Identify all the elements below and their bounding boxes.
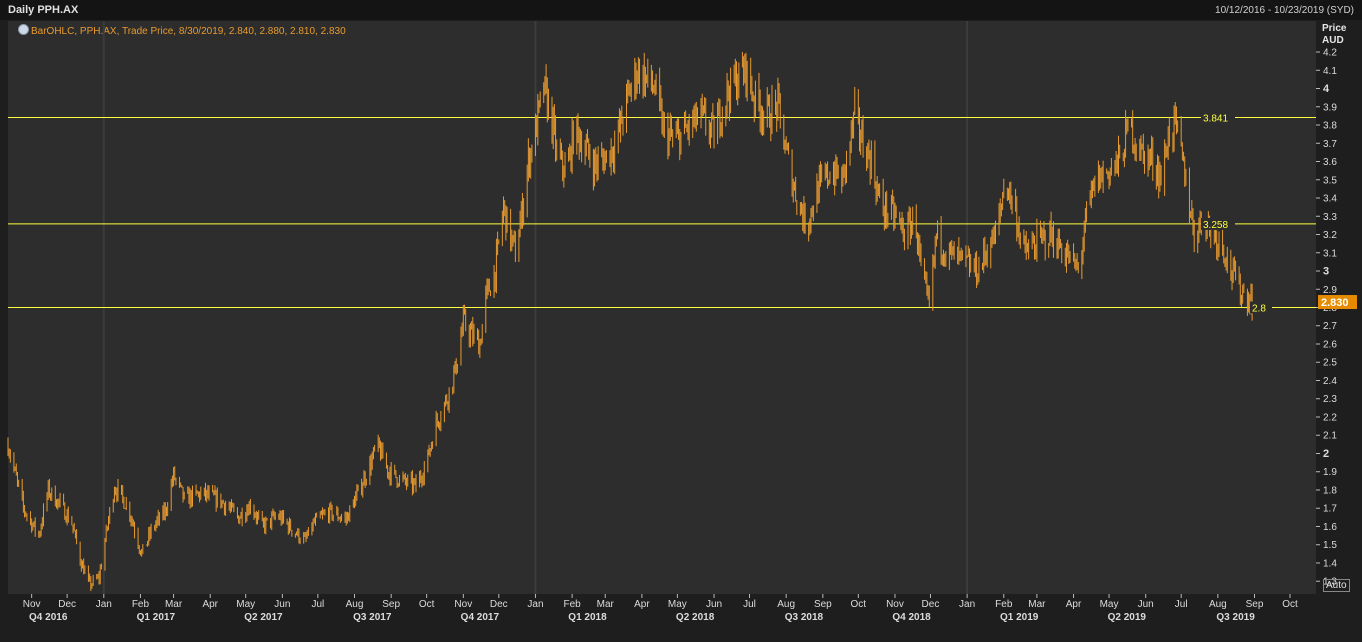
x-tick-label: Apr xyxy=(634,599,650,610)
x-tick-label: Aug xyxy=(777,599,795,610)
chart-header xyxy=(0,0,1362,20)
x-tick-label: Jan xyxy=(527,599,543,610)
quarter-label: Q4 2017 xyxy=(461,612,500,623)
y-tick-label: 2.2 xyxy=(1323,412,1337,423)
x-tick-label: Mar xyxy=(165,599,183,610)
quarter-label: Q2 2017 xyxy=(244,612,283,623)
last-price-marker xyxy=(1318,295,1357,310)
y-tick-label: 1.7 xyxy=(1323,504,1337,515)
x-tick-label: May xyxy=(668,599,687,610)
quarter-label: Q3 2019 xyxy=(1216,612,1255,623)
quarter-label: Q4 2016 xyxy=(29,612,68,623)
quarter-label: Q4 2018 xyxy=(892,612,931,623)
x-tick-label: Jul xyxy=(1175,599,1188,610)
y-tick-label: 2.1 xyxy=(1323,431,1337,442)
y-tick-label: 3.9 xyxy=(1323,102,1337,113)
x-tick-label: Jul xyxy=(743,599,756,610)
auto-scale-button[interactable]: Auto xyxy=(1323,579,1350,592)
reference-line-label: 3.258 xyxy=(1203,220,1228,231)
y-tick-label: 3.5 xyxy=(1323,175,1337,186)
y-tick-label: 3.7 xyxy=(1323,139,1337,150)
y-tick-label: 3.4 xyxy=(1323,194,1337,205)
y-tick-label: 1.5 xyxy=(1323,540,1337,551)
y-tick-label: 4 xyxy=(1323,83,1330,95)
x-tick-label: Sep xyxy=(382,599,400,610)
x-tick-label: Jun xyxy=(1138,599,1154,610)
y-axis-header: Price AUD xyxy=(1322,23,1346,47)
x-tick-label: Dec xyxy=(58,599,76,610)
x-tick-label: Jul xyxy=(311,599,324,610)
y-tick-label: 3.3 xyxy=(1323,212,1337,223)
x-tick-label: Jun xyxy=(706,599,722,610)
x-tick-label: May xyxy=(236,599,255,610)
x-tick-label: Dec xyxy=(922,599,940,610)
reference-label-bg xyxy=(1201,111,1235,124)
x-tick-label: Aug xyxy=(346,599,364,610)
x-tick-label: Nov xyxy=(454,599,472,610)
y-tick-label: 3 xyxy=(1323,266,1329,278)
y-tick-label: 1.8 xyxy=(1323,485,1337,496)
x-tick-label: Oct xyxy=(419,599,435,610)
legend-text: BarOHLC, PPH.AX, Trade Price, 8/30/2019,… xyxy=(31,26,346,37)
y-tick-label: 4.1 xyxy=(1323,66,1337,77)
series-legend[interactable]: BarOHLC, PPH.AX, Trade Price, 8/30/2019,… xyxy=(18,24,346,37)
x-tick-label: Oct xyxy=(851,599,867,610)
date-range: 10/12/2016 - 10/23/2019 (SYD) xyxy=(1215,5,1354,16)
y-axis-title: Price xyxy=(1322,23,1347,34)
x-tick-label: Mar xyxy=(597,599,615,610)
y-tick-label: 4.2 xyxy=(1323,48,1337,59)
quarter-label: Q1 2018 xyxy=(568,612,607,623)
y-tick-label: 2 xyxy=(1323,448,1329,460)
y-tick-label: 3.6 xyxy=(1323,157,1337,168)
quarter-label: Q3 2018 xyxy=(785,612,824,623)
reference-line-label: 2.8 xyxy=(1252,304,1266,315)
y-tick-label: 1.4 xyxy=(1323,558,1337,569)
y-tick-label: 1.9 xyxy=(1323,467,1337,478)
x-tick-label: Sep xyxy=(1246,599,1264,610)
x-tick-label: May xyxy=(1100,599,1119,610)
y-tick-label: 3.8 xyxy=(1323,121,1337,132)
y-tick-label: 2.5 xyxy=(1323,358,1337,369)
x-tick-label: Jun xyxy=(274,599,290,610)
y-tick-label: 2.4 xyxy=(1323,376,1337,387)
quarter-label: Q2 2019 xyxy=(1108,612,1147,623)
x-tick-label: Jan xyxy=(959,599,975,610)
x-tick-label: Feb xyxy=(132,599,150,610)
y-tick-label: 2.9 xyxy=(1323,285,1337,296)
x-tick-label: Feb xyxy=(995,599,1013,610)
reference-label-bg xyxy=(1250,301,1272,314)
x-tick-label: Jan xyxy=(96,599,112,610)
y-axis-unit: AUD xyxy=(1322,35,1344,46)
y-tick-label: 3.1 xyxy=(1323,248,1337,259)
quarter-label: Q1 2017 xyxy=(137,612,176,623)
x-tick-label: Aug xyxy=(1209,599,1227,610)
y-tick-label: 2.7 xyxy=(1323,321,1337,332)
last-price-label: 2.830 xyxy=(1321,297,1349,309)
x-tick-label: Feb xyxy=(564,599,582,610)
quarter-label: Q1 2019 xyxy=(1000,612,1039,623)
x-tick-label: Dec xyxy=(490,599,508,610)
y-tick-label: 1.6 xyxy=(1323,522,1337,533)
x-tick-label: Oct xyxy=(1282,599,1298,610)
y-tick-label: 3.2 xyxy=(1323,230,1337,241)
series-settings-icon[interactable] xyxy=(18,24,29,35)
x-tick-label: Nov xyxy=(886,599,904,610)
reference-label-bg xyxy=(1201,217,1235,230)
reference-line-label: 3.841 xyxy=(1203,114,1228,125)
y-tick-label: 2.6 xyxy=(1323,339,1337,350)
quarter-label: Q2 2018 xyxy=(676,612,715,623)
x-tick-label: Nov xyxy=(23,599,41,610)
x-tick-label: Apr xyxy=(1066,599,1082,610)
quarter-label: Q3 2017 xyxy=(353,612,392,623)
y-tick-label: 1.3 xyxy=(1323,577,1337,588)
chart-title: Daily PPH.AX xyxy=(8,4,79,16)
x-tick-label: Mar xyxy=(1028,599,1046,610)
x-tick-label: Sep xyxy=(814,599,832,610)
y-tick-label: 2.3 xyxy=(1323,394,1337,405)
x-tick-label: Apr xyxy=(202,599,218,610)
